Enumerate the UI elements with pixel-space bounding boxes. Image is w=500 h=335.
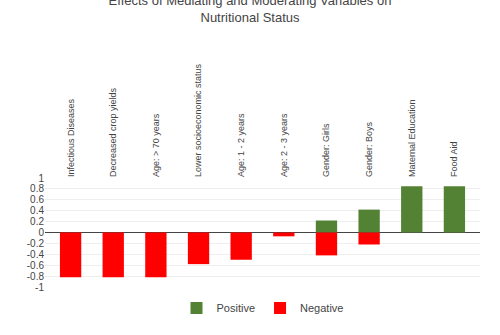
- svg-text:Age: > 70 years: Age: > 70 years: [151, 113, 161, 177]
- svg-text:Food Aid: Food Aid: [449, 141, 459, 177]
- svg-text:Age: 1 - 2 years: Age: 1 - 2 years: [236, 113, 246, 177]
- svg-text:Maternal Education: Maternal Education: [407, 99, 417, 177]
- svg-text:-0.8: -0.8: [27, 271, 45, 282]
- svg-text:0.6: 0.6: [30, 194, 44, 205]
- svg-text:Decreased crop yields: Decreased crop yields: [108, 87, 118, 177]
- svg-text:0.8: 0.8: [30, 183, 44, 194]
- svg-text:-1: -1: [35, 282, 44, 293]
- svg-text:Age: 2 - 3 years: Age: 2 - 3 years: [279, 113, 289, 177]
- svg-text:-0.2: -0.2: [27, 238, 45, 249]
- svg-text:Infectious Diseases: Infectious Diseases: [66, 98, 76, 177]
- svg-text:Gender: Boys: Gender: Boys: [364, 121, 374, 177]
- svg-text:0: 0: [38, 227, 44, 238]
- svg-text:-0.4: -0.4: [27, 249, 45, 260]
- svg-text:Effects of Mediating and Moder: Effects of Mediating and Moderating Vari…: [109, 0, 392, 25]
- svg-text:1: 1: [38, 173, 44, 184]
- svg-text:-0.6: -0.6: [27, 260, 45, 271]
- svg-text:Negative: Negative: [300, 302, 343, 314]
- svg-text:0.2: 0.2: [30, 216, 44, 227]
- svg-text:Positive: Positive: [217, 302, 256, 314]
- svg-text:0.4: 0.4: [30, 205, 44, 216]
- svg-text:Lower socioeconomic status: Lower socioeconomic status: [193, 63, 203, 177]
- svg-text:Gender: Girls: Gender: Girls: [321, 123, 331, 177]
